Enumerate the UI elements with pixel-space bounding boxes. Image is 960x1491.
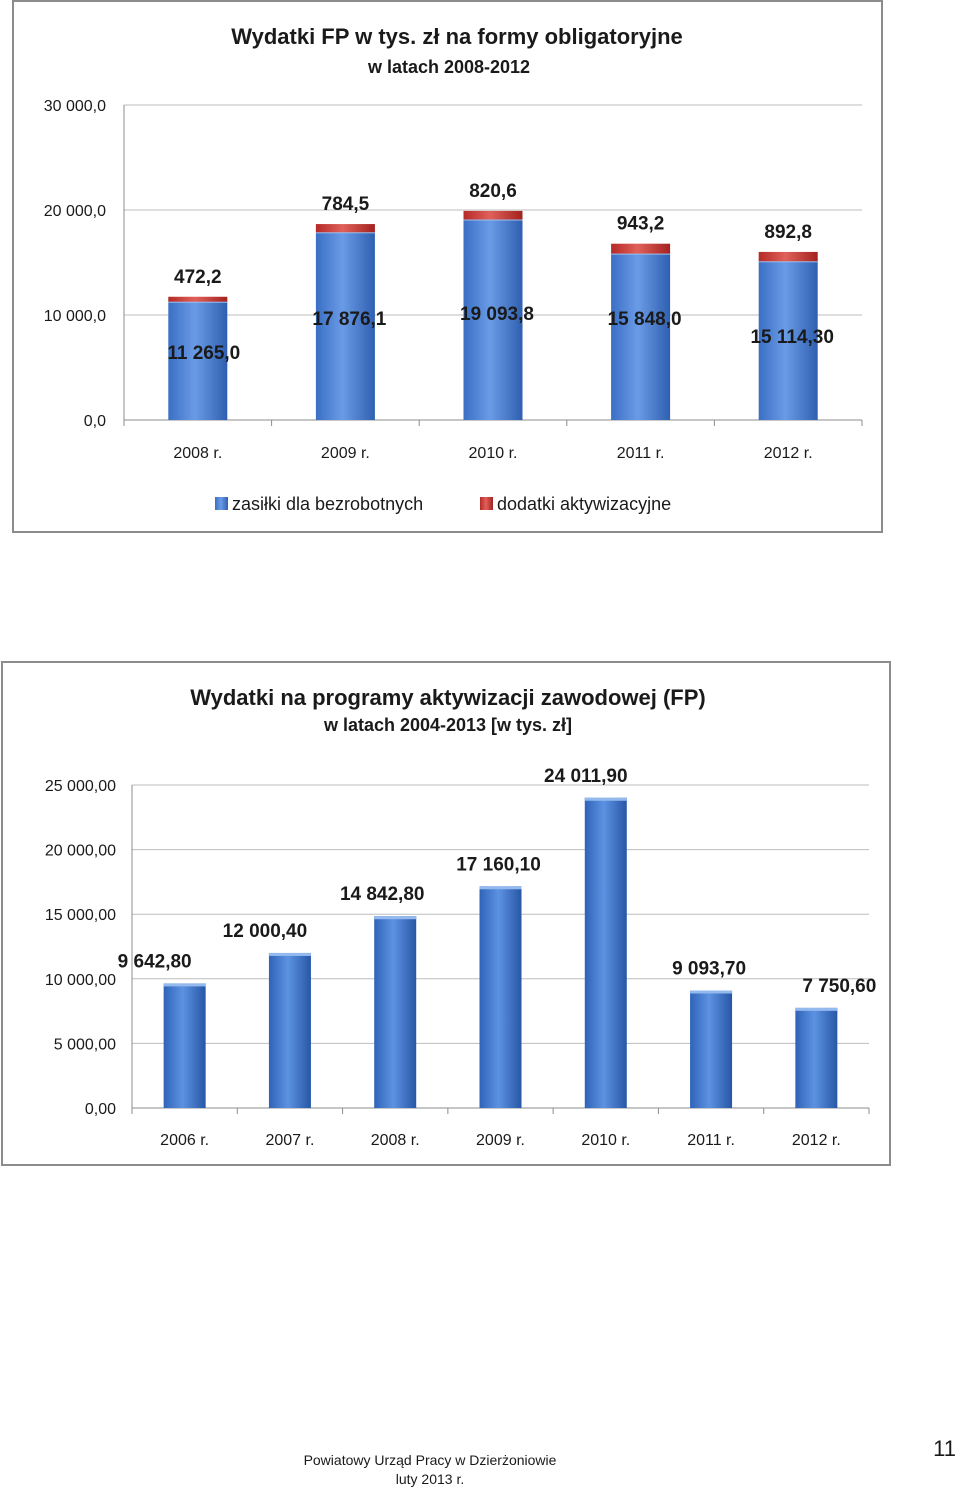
x-tick-label: 2009 r. xyxy=(476,1132,525,1149)
bar-program-cap xyxy=(584,797,627,801)
data-label-program: 9 093,70 xyxy=(672,959,746,980)
data-label-zasilki: 15 848,0 xyxy=(608,309,682,330)
bar-dodatki xyxy=(611,243,671,254)
bar-program-cap xyxy=(690,990,733,994)
data-label-program: 12 000,40 xyxy=(223,921,308,942)
bar-program xyxy=(690,990,733,1108)
bar-dodatki xyxy=(463,210,523,220)
legend-swatch-dodatki xyxy=(480,497,493,510)
data-label-program: 14 842,80 xyxy=(340,884,425,905)
data-label-program: 9 642,80 xyxy=(118,951,192,972)
data-label-zasilki: 19 093,8 xyxy=(460,304,534,325)
data-label-program: 24 011,90 xyxy=(544,766,627,787)
bar-program xyxy=(795,1007,838,1108)
bar-dodatki xyxy=(168,296,228,302)
bar-program xyxy=(163,983,206,1108)
bar-program-cap xyxy=(163,983,206,987)
legend-label-zasilki: zasiłki dla bezrobotnych xyxy=(232,494,423,514)
chart-1-subtitle: w latach 2008-2012 xyxy=(367,57,530,77)
page-number: 11 xyxy=(933,1436,956,1461)
chart-1-frame: Wydatki FP w tys. zł na formy obligatory… xyxy=(12,0,883,533)
bar-program-cap xyxy=(374,916,417,920)
data-label-program: 17 160,10 xyxy=(456,854,541,875)
data-label-zasilki: 15 114,30 xyxy=(750,327,833,348)
bar-zasilki xyxy=(758,261,818,420)
x-tick-label: 2008 r. xyxy=(371,1132,420,1149)
x-tick-label: 2006 r. xyxy=(160,1132,209,1149)
chart-2-title: Wydatki na programy aktywizacji zawodowe… xyxy=(190,685,706,710)
x-tick-label: 2010 r. xyxy=(581,1132,630,1149)
footer-organization: Powiatowy Urząd Pracy w Dzierżoniowie xyxy=(303,1452,557,1468)
x-tick-label: 2012 r. xyxy=(764,445,813,462)
data-label-zasilki: 17 876,1 xyxy=(312,309,386,330)
bar-program xyxy=(584,797,627,1108)
chart-2-subtitle: w latach 2004-2013 [w tys. zł] xyxy=(323,715,572,735)
data-label-dodatki: 892,8 xyxy=(764,222,812,243)
x-tick-label: 2011 r. xyxy=(687,1132,735,1149)
y-tick-label: 10 000,0 xyxy=(44,308,106,325)
data-label-dodatki: 943,2 xyxy=(617,214,665,235)
chart-1-svg: Wydatki FP w tys. zł na formy obligatory… xyxy=(44,24,863,514)
chart-2-frame: Wydatki na programy aktywizacji zawodowe… xyxy=(1,661,891,1166)
bar-program-cap xyxy=(268,952,311,956)
x-tick-label: 2012 r. xyxy=(792,1132,841,1149)
legend-label-dodatki: dodatki aktywizacyjne xyxy=(497,494,671,514)
bar-zasilki xyxy=(315,232,375,420)
x-tick-label: 2010 r. xyxy=(469,445,518,462)
data-label-dodatki: 472,2 xyxy=(174,267,222,288)
y-tick-label: 10 000,00 xyxy=(45,972,116,989)
y-tick-label: 15 000,00 xyxy=(45,907,116,924)
x-tick-label: 2009 r. xyxy=(321,445,370,462)
chart-1-title: Wydatki FP w tys. zł na formy obligatory… xyxy=(231,24,683,49)
y-tick-label: 20 000,0 xyxy=(44,203,106,220)
bar-zasilki xyxy=(463,219,523,420)
bar-dodatki xyxy=(315,224,375,233)
data-label-program: 7 750,60 xyxy=(802,976,876,997)
bar-dodatki xyxy=(758,251,818,262)
bar-program-cap xyxy=(479,886,522,890)
data-label-dodatki: 820,6 xyxy=(469,181,517,202)
bar-program xyxy=(268,952,311,1108)
bar-program xyxy=(479,886,522,1108)
y-tick-label: 30 000,0 xyxy=(44,98,106,115)
footer-date: luty 2013 r. xyxy=(395,1471,465,1487)
y-tick-label: 0,00 xyxy=(85,1101,116,1118)
bar-program xyxy=(374,916,417,1108)
legend-swatch-zasilki xyxy=(215,497,228,510)
chart-2-svg: Wydatki na programy aktywizacji zawodowe… xyxy=(45,685,877,1149)
bar-zasilki xyxy=(168,301,228,420)
x-tick-label: 2011 r. xyxy=(617,445,665,462)
y-tick-label: 0,0 xyxy=(84,413,106,430)
y-tick-label: 20 000,00 xyxy=(45,843,116,860)
y-tick-label: 25 000,00 xyxy=(45,778,116,795)
data-label-dodatki: 784,5 xyxy=(322,194,370,215)
x-tick-label: 2008 r. xyxy=(173,445,222,462)
y-tick-label: 5 000,00 xyxy=(54,1036,116,1053)
bar-zasilki xyxy=(611,253,671,420)
data-label-zasilki: 11 265,0 xyxy=(167,343,240,364)
x-tick-label: 2007 r. xyxy=(265,1132,314,1149)
bar-program-cap xyxy=(795,1007,838,1011)
